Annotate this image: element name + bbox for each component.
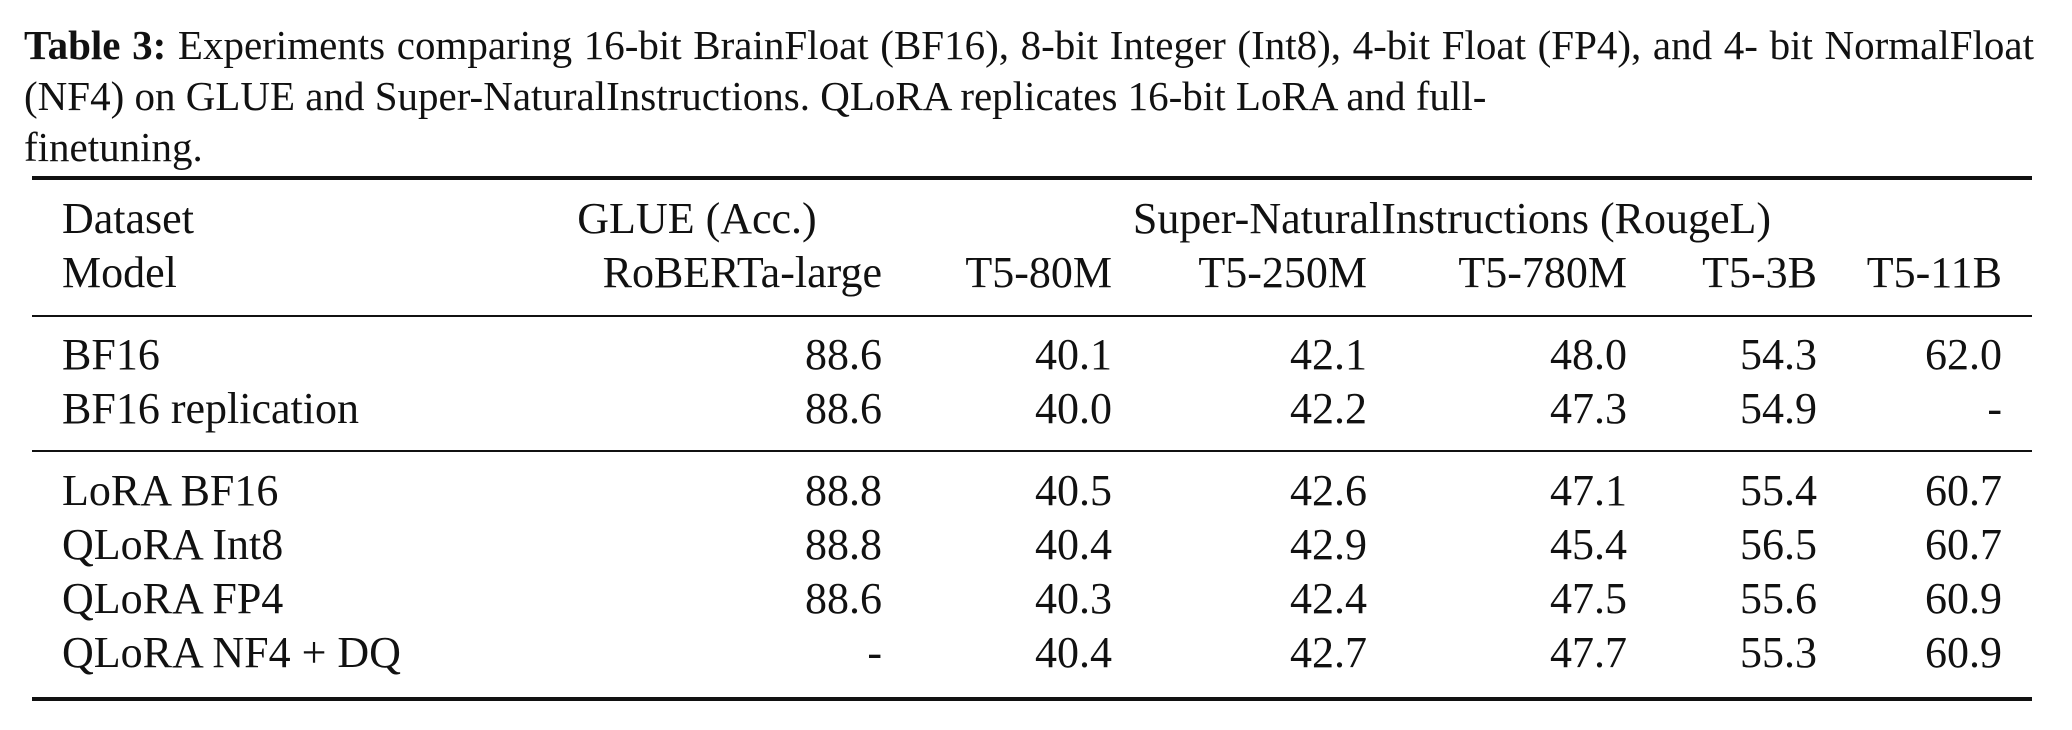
table-cell: 54.9 (1740, 384, 1817, 433)
caption-label: Table 3: (24, 22, 167, 68)
table-cell: 88.6 (805, 384, 882, 433)
row-name-qlora-int8: QLoRA Int8 (62, 520, 284, 569)
table-cell: 88.6 (805, 330, 882, 379)
results-table: Dataset GLUE (Acc.) Super-NaturalInstruc… (32, 0, 2032, 730)
header-model-col2: T5-80M (965, 248, 1112, 297)
caption-text-line3: finetuning. (24, 124, 203, 170)
table-cell: 42.9 (1290, 520, 1367, 569)
table-cell: 60.7 (1925, 466, 2002, 515)
header-model-col3: T5-250M (1198, 248, 1367, 297)
table-cell: 88.6 (805, 574, 882, 623)
table-cell: - (867, 628, 882, 677)
table-cell: 40.4 (1035, 628, 1112, 677)
table-cell: 62.0 (1925, 330, 2002, 379)
table-cell: 60.9 (1925, 574, 2002, 623)
caption-text-line1: Experiments comparing 16-bit BrainFloat … (177, 22, 1758, 68)
row-name-bf16-replication: BF16 replication (62, 384, 359, 433)
table-cell: 45.4 (1550, 520, 1627, 569)
top-rule (32, 176, 2032, 180)
table-cell: 42.4 (1290, 574, 1367, 623)
table-cell: 42.2 (1290, 384, 1367, 433)
table-cell: 60.9 (1925, 628, 2002, 677)
table-cell: 42.6 (1290, 466, 1367, 515)
table-cell: 42.1 (1290, 330, 1367, 379)
header-dataset: Dataset (62, 194, 194, 243)
header-model-col6: T5-11B (1866, 248, 2002, 297)
table-cell: 88.8 (805, 466, 882, 515)
row-name-qlora-fp4: QLoRA FP4 (62, 574, 284, 623)
bottom-rule (32, 697, 2032, 701)
table-cell: 40.0 (1035, 384, 1112, 433)
header-model-col1: RoBERTa-large (602, 248, 882, 297)
table-cell: 56.5 (1740, 520, 1817, 569)
table-cell: 54.3 (1740, 330, 1817, 379)
table-cell: 47.5 (1550, 574, 1627, 623)
table-cell: - (1987, 384, 2002, 433)
table-cell: 55.3 (1740, 628, 1817, 677)
row-name-bf16: BF16 (62, 330, 160, 379)
header-sni-group: Super-NaturalInstructions (RougeL) (1132, 194, 1772, 243)
table-cell: 47.3 (1550, 384, 1627, 433)
header-model-col4: T5-780M (1458, 248, 1627, 297)
table-cell: 40.5 (1035, 466, 1112, 515)
row-name-qlora-nf4-dq: QLoRA NF4 + DQ (62, 628, 401, 677)
table-cell: 55.4 (1740, 466, 1817, 515)
table-cell: 40.1 (1035, 330, 1112, 379)
table-cell: 40.3 (1035, 574, 1112, 623)
header-glue-group: GLUE (Acc.) (577, 194, 817, 243)
table-cell: 55.6 (1740, 574, 1817, 623)
table-cell: 88.8 (805, 520, 882, 569)
row-name-lora-bf16: LoRA BF16 (62, 466, 279, 515)
table-cell: 47.1 (1550, 466, 1627, 515)
header-rule (32, 315, 2032, 317)
table-caption: Table 3: Experiments comparing 16-bit Br… (24, 20, 2034, 173)
table-cell: 60.7 (1925, 520, 2002, 569)
table-cell: 42.7 (1290, 628, 1367, 677)
table-cell: 40.4 (1035, 520, 1112, 569)
table-cell: 47.7 (1550, 628, 1627, 677)
group-rule (32, 450, 2032, 452)
caption-text-line2: bit NormalFloat (NF4) on GLUE and Super-… (24, 22, 2035, 119)
table-cell: 48.0 (1550, 330, 1627, 379)
header-model: Model (62, 248, 177, 297)
header-model-col5: T5-3B (1702, 248, 1817, 297)
